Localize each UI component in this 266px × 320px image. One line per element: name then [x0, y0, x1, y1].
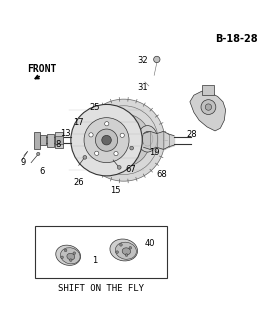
- Text: 17: 17: [73, 118, 84, 127]
- Circle shape: [89, 133, 93, 137]
- Circle shape: [205, 104, 211, 110]
- Ellipse shape: [110, 239, 138, 261]
- Text: 8: 8: [55, 140, 60, 148]
- Text: 6: 6: [39, 167, 44, 176]
- Circle shape: [120, 244, 122, 246]
- Text: 13: 13: [60, 129, 71, 138]
- Circle shape: [83, 99, 165, 181]
- Text: 68: 68: [157, 170, 168, 179]
- Circle shape: [120, 133, 124, 137]
- Text: 15: 15: [111, 186, 121, 195]
- Bar: [55, 136, 63, 144]
- Ellipse shape: [142, 132, 153, 146]
- Circle shape: [69, 259, 72, 261]
- Circle shape: [37, 152, 40, 156]
- Circle shape: [125, 254, 128, 256]
- Text: SHIFT ON THE FLY: SHIFT ON THE FLY: [58, 284, 144, 292]
- Circle shape: [95, 151, 99, 156]
- Circle shape: [61, 256, 63, 259]
- Text: 67: 67: [125, 165, 136, 174]
- Polygon shape: [190, 91, 226, 131]
- Circle shape: [73, 252, 76, 254]
- Ellipse shape: [56, 245, 81, 265]
- Text: 32: 32: [137, 56, 148, 65]
- Ellipse shape: [115, 242, 136, 259]
- Circle shape: [201, 100, 216, 115]
- Circle shape: [130, 146, 134, 150]
- Circle shape: [117, 165, 121, 169]
- Ellipse shape: [122, 248, 131, 255]
- Circle shape: [95, 129, 118, 151]
- Text: 26: 26: [73, 178, 84, 187]
- Circle shape: [71, 104, 142, 176]
- Text: 31: 31: [137, 83, 148, 92]
- Bar: [202, 84, 214, 95]
- Ellipse shape: [138, 126, 157, 152]
- Text: 40: 40: [145, 239, 155, 248]
- Text: FRONT: FRONT: [27, 64, 57, 74]
- Bar: [40, 135, 46, 146]
- Bar: [55, 132, 63, 148]
- Text: B-18-28: B-18-28: [215, 34, 257, 44]
- Text: 1: 1: [92, 256, 97, 265]
- Circle shape: [129, 246, 132, 249]
- Text: 25: 25: [89, 103, 100, 112]
- Circle shape: [154, 56, 160, 63]
- Circle shape: [116, 251, 118, 253]
- Bar: [35, 226, 167, 278]
- Bar: [34, 132, 40, 148]
- Circle shape: [83, 156, 87, 159]
- Ellipse shape: [67, 253, 75, 260]
- Circle shape: [84, 118, 129, 163]
- Circle shape: [102, 135, 111, 145]
- Text: 9: 9: [20, 158, 26, 167]
- Bar: [47, 133, 54, 147]
- Circle shape: [105, 122, 109, 126]
- Circle shape: [114, 151, 118, 156]
- Circle shape: [97, 114, 150, 167]
- Ellipse shape: [60, 248, 80, 264]
- Text: 19: 19: [149, 148, 159, 156]
- Circle shape: [64, 249, 67, 252]
- Text: 28: 28: [186, 130, 197, 140]
